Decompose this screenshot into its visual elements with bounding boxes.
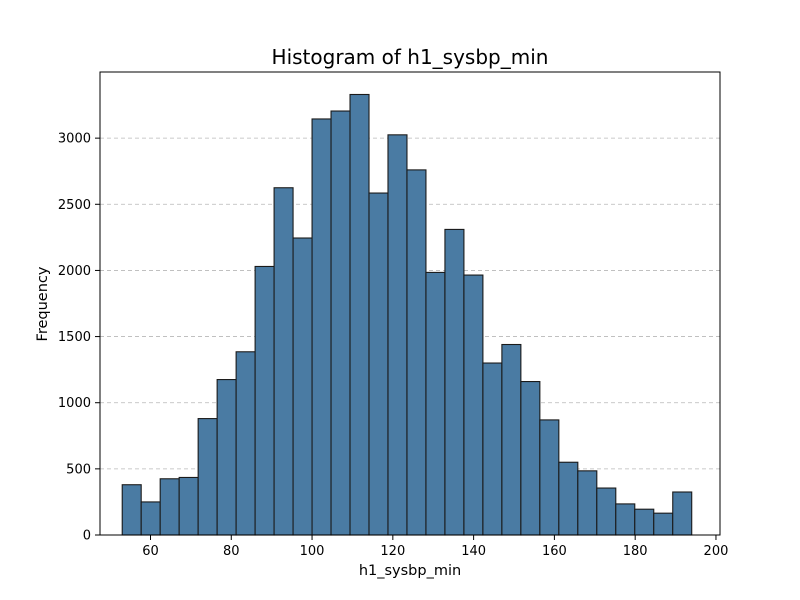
y-tick-label: 0 <box>83 529 91 544</box>
histogram-bar <box>558 461 579 536</box>
y-axis-ticks: 0 500 1000 1500 2000 2500 3000 <box>58 132 100 544</box>
histogram-bar <box>273 187 294 536</box>
histogram-bar <box>501 343 522 536</box>
histogram-bar <box>596 487 617 536</box>
histogram-bar <box>634 508 655 536</box>
histogram-bar <box>292 237 313 536</box>
histogram-bar <box>235 351 256 536</box>
x-tick-label: 160 <box>542 544 567 559</box>
plot-frame <box>99 71 721 536</box>
histogram-bar <box>140 501 161 536</box>
y-tick-label: 2500 <box>58 198 91 213</box>
y-tick-label: 2000 <box>58 264 91 279</box>
histogram-bar <box>425 271 446 536</box>
histogram-bar <box>216 379 237 536</box>
histogram-bar <box>463 274 484 536</box>
chart-title: Histogram of h1_sysbp_min <box>272 45 549 69</box>
histogram-bar <box>387 134 408 536</box>
histogram-bar <box>615 503 636 536</box>
histogram-bar <box>653 512 674 536</box>
histogram-bar <box>349 93 370 536</box>
histogram-bar <box>444 228 465 536</box>
histogram-bar <box>178 476 199 536</box>
y-tick-label: 500 <box>66 462 91 477</box>
histogram-bar <box>330 110 351 536</box>
y-tick-label: 1500 <box>58 330 91 345</box>
histogram-bar <box>520 380 541 536</box>
histogram-bar <box>254 265 275 536</box>
x-axis-ticks: 60 80 100 120 140 160 180 200 <box>142 535 728 559</box>
histogram-bar <box>368 192 389 536</box>
x-tick-label: 80 <box>223 544 240 559</box>
histogram-bar <box>121 484 142 536</box>
y-tick-label: 3000 <box>58 132 91 147</box>
x-tick-label: 120 <box>380 544 405 559</box>
x-tick-label: 100 <box>300 544 325 559</box>
x-tick-label: 200 <box>704 544 729 559</box>
histogram-bar <box>577 470 598 536</box>
y-axis-label: Frequency <box>35 266 51 341</box>
histogram-bar <box>311 118 332 536</box>
histogram-bar <box>482 362 503 536</box>
histogram-bar <box>539 419 560 536</box>
y-tick-label: 1000 <box>58 396 91 411</box>
histogram-bar <box>672 491 693 536</box>
histogram-bar <box>197 418 218 536</box>
x-tick-label: 140 <box>461 544 486 559</box>
x-axis-label: h1_sysbp_min <box>359 563 461 579</box>
x-tick-label: 180 <box>623 544 648 559</box>
x-tick-label: 60 <box>142 544 159 559</box>
histogram-bar <box>159 478 180 536</box>
histogram-bar <box>406 169 427 536</box>
